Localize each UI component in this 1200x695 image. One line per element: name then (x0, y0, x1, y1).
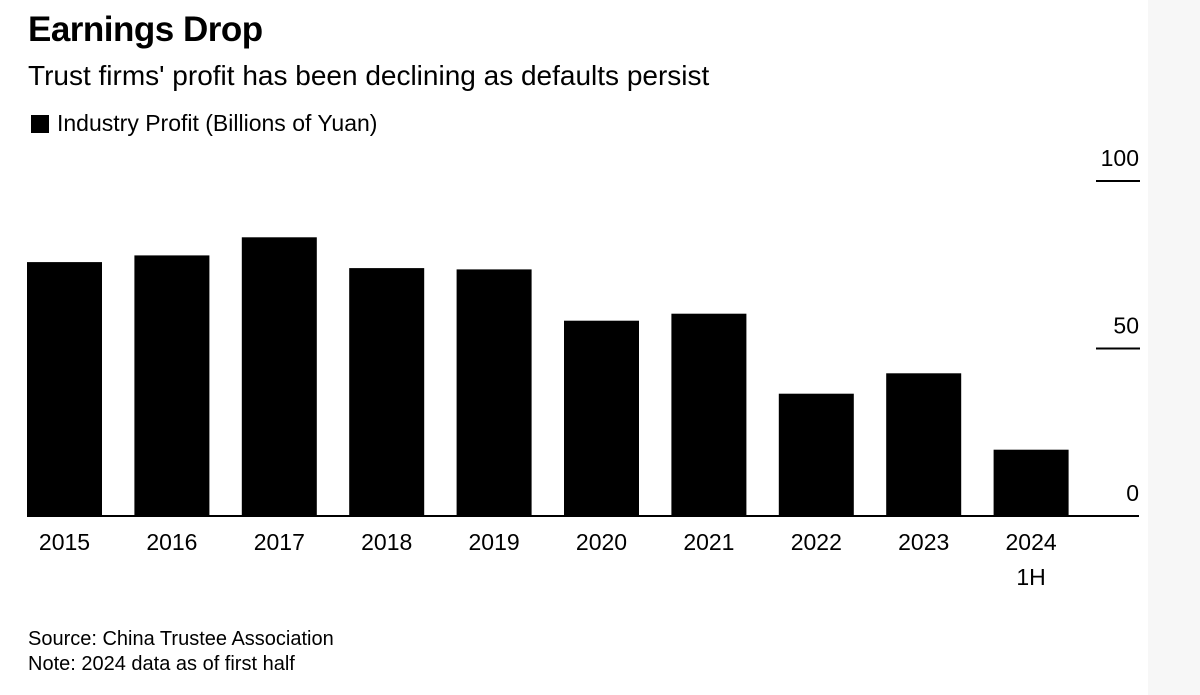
source-note: Source: China Trustee Association (28, 628, 334, 650)
x-tick-label-2015: 2015 (39, 529, 90, 555)
bar-2023 (886, 373, 962, 516)
legend-label: Industry Profit (Billions of Yuan) (57, 110, 378, 136)
y-tick-label-50: 50 (1113, 313, 1139, 339)
x-tick-label-2023: 2023 (898, 529, 949, 555)
bar-2015 (27, 262, 102, 516)
bar-2017 (241, 237, 317, 517)
x-tick-label-2022: 2022 (791, 529, 842, 555)
background-shade (1148, 0, 1200, 695)
bar-2019 (456, 269, 532, 516)
x-axis-labels: 2015 2016 2017 2018 2019 2020 2021 2022 2023 2024… (39, 529, 1057, 590)
x-tick-label-2024: 2024 (1006, 529, 1057, 555)
y-tick-label-100: 100 (1101, 145, 1139, 171)
bars-layer (27, 237, 1069, 517)
bar-2022 (778, 393, 854, 516)
x-tick-label-2019: 2019 (469, 529, 520, 555)
x-tick-label-2021: 2021 (683, 529, 734, 555)
bar-2024 (993, 449, 1069, 516)
bar-2021 (671, 313, 747, 516)
x-tick-label-2018: 2018 (361, 529, 412, 555)
x-tick-label-2017: 2017 (254, 529, 305, 555)
bar-2016 (134, 255, 210, 516)
chart-legend: Industry Profit (Billions of Yuan) (31, 110, 377, 137)
chart-subtitle: Trust firms' profit has been declining a… (28, 60, 710, 91)
chart-title: Earnings Drop (28, 10, 263, 49)
bar-2020 (564, 320, 639, 516)
footnote: Note: 2024 data as of first half (28, 653, 295, 675)
y-tick-label-0: 0 (1126, 480, 1139, 506)
x-tick-label-2020: 2020 (576, 529, 627, 555)
bar-2018 (349, 268, 425, 516)
x-tick-label-2016: 2016 (146, 529, 197, 555)
x-tick-sublabel-2024: 1H (1016, 564, 1045, 590)
y-axis: 0 50 100 (1096, 145, 1140, 506)
legend-swatch (31, 114, 49, 133)
